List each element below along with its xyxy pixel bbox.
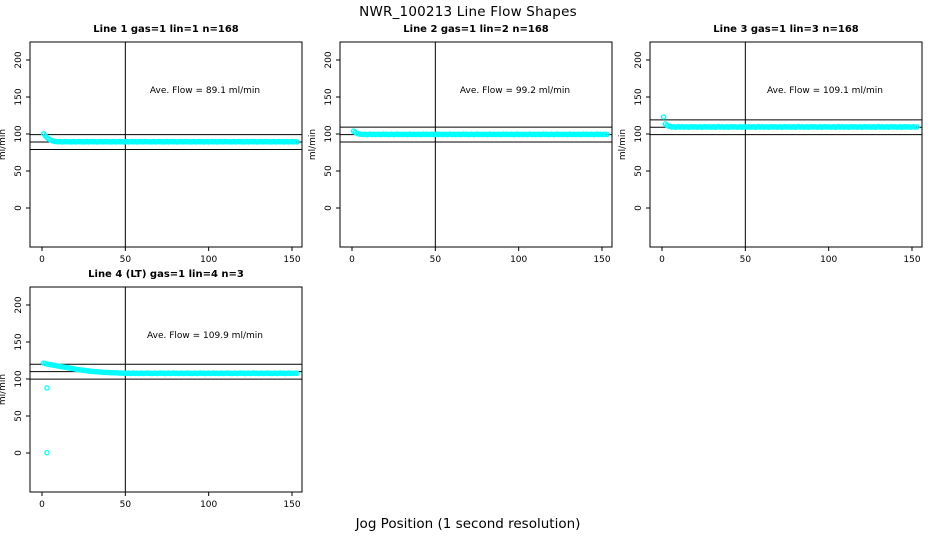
reference-lines xyxy=(30,287,302,492)
y-axis: 0 50 100 150 200 ml/min xyxy=(618,51,650,211)
x-tick-label: 150 xyxy=(903,255,920,265)
x-tick-label: 100 xyxy=(200,500,217,510)
data-points xyxy=(660,114,920,131)
reference-lines xyxy=(340,42,612,247)
ave-flow-annotation: Ave. Flow = 89.1 ml/min xyxy=(149,86,261,96)
y-tick-label: 150 xyxy=(634,88,644,105)
y-axis-title: ml/min xyxy=(0,129,8,160)
subplot-title: Line 3 gas=1 lin=3 n=168 xyxy=(713,24,859,35)
x-tick-label: 150 xyxy=(283,500,300,510)
y-tick-label: 0 xyxy=(324,205,334,211)
y-tick-label: 200 xyxy=(634,51,644,68)
plot-border xyxy=(339,41,613,248)
reference-lines xyxy=(650,42,922,247)
x-tick-label: 0 xyxy=(659,255,665,265)
x-tick-label: 0 xyxy=(39,255,45,265)
ave-flow-annotation: Ave. Flow = 109.1 ml/min xyxy=(767,86,883,96)
ave-flow-annotation: Ave. Flow = 109.9 ml/min xyxy=(147,331,263,341)
y-tick-label: 200 xyxy=(14,51,24,68)
y-axis: 0 50 100 150 200 ml/min xyxy=(0,296,30,456)
x-axis: 0 50 100 150 xyxy=(39,492,301,510)
y-tick-label: 0 xyxy=(14,450,24,456)
y-axis: 0 50 100 150 200 ml/min xyxy=(308,51,340,211)
x-tick-label: 50 xyxy=(120,255,132,265)
subplot-line-4: Line 4 (LT) gas=1 lin=4 n=3 Ave. Flow = … xyxy=(0,267,312,528)
y-tick-label: 150 xyxy=(14,333,24,350)
subplot-canvas: 0 50 100 150 0 50 100 150 200 ml/min xyxy=(0,286,303,510)
x-tick-label: 50 xyxy=(740,255,752,265)
subplot-title: Line 4 (LT) gas=1 lin=4 n=3 xyxy=(88,269,244,280)
data-points xyxy=(40,130,300,145)
y-tick-label: 200 xyxy=(324,51,334,68)
y-tick-label: 200 xyxy=(14,296,24,313)
y-axis-title: ml/min xyxy=(308,129,318,160)
y-axis-title: ml/min xyxy=(618,129,628,160)
figure-title: NWR_100213 Line Flow Shapes xyxy=(359,4,577,20)
plot-border xyxy=(29,286,303,493)
x-tick-label: 50 xyxy=(430,255,442,265)
x-tick-label: 100 xyxy=(200,255,217,265)
subplot-canvas: 0 50 100 150 0 50 100 150 200 ml/min xyxy=(618,41,923,265)
subplot-canvas: 0 50 100 150 0 50 100 150 200 ml/min xyxy=(0,41,303,265)
y-axis: 0 50 100 150 200 ml/min xyxy=(0,51,30,211)
x-tick-label: 100 xyxy=(820,255,837,265)
y-tick-label: 100 xyxy=(14,125,24,142)
y-tick-label: 100 xyxy=(634,125,644,142)
y-tick-label: 100 xyxy=(14,370,24,387)
y-tick-label: 100 xyxy=(324,125,334,142)
y-axis-title: ml/min xyxy=(0,374,8,405)
subplot-title: Line 1 gas=1 lin=1 n=168 xyxy=(93,24,239,35)
data-points xyxy=(350,128,610,138)
y-tick-label: 0 xyxy=(14,205,24,211)
subplot-line-1: Line 1 gas=1 lin=1 n=168 Ave. Flow = 89.… xyxy=(0,22,312,283)
x-tick-label: 100 xyxy=(510,255,527,265)
x-tick-label: 150 xyxy=(283,255,300,265)
x-axis: 0 50 100 150 xyxy=(659,247,921,265)
x-axis: 0 50 100 150 xyxy=(349,247,611,265)
x-tick-label: 0 xyxy=(349,255,355,265)
ave-flow-annotation: Ave. Flow = 99.2 ml/min xyxy=(459,86,571,96)
x-tick-label: 0 xyxy=(39,500,45,510)
x-tick-label: 150 xyxy=(593,255,610,265)
x-axis-label: Jog Position (1 second resolution) xyxy=(355,516,581,532)
y-tick-label: 50 xyxy=(634,165,644,177)
data-points xyxy=(40,360,300,456)
subplot-line-3: Line 3 gas=1 lin=3 n=168 Ave. Flow = 109… xyxy=(610,22,932,283)
y-tick-label: 50 xyxy=(14,165,24,177)
subplot-canvas: 0 50 100 150 0 50 100 150 200 ml/min xyxy=(308,41,613,265)
x-axis: 0 50 100 150 xyxy=(39,247,301,265)
y-tick-label: 50 xyxy=(14,410,24,422)
subplot-title: Line 2 gas=1 lin=2 n=168 xyxy=(403,24,549,35)
y-tick-label: 0 xyxy=(634,205,644,211)
x-tick-label: 50 xyxy=(120,500,132,510)
plot-border xyxy=(29,41,303,248)
y-tick-label: 50 xyxy=(324,165,334,177)
y-tick-label: 150 xyxy=(324,88,334,105)
plot-border xyxy=(649,41,923,248)
subplot-line-2: Line 2 gas=1 lin=2 n=168 Ave. Flow = 99.… xyxy=(300,22,622,283)
y-tick-label: 150 xyxy=(14,88,24,105)
